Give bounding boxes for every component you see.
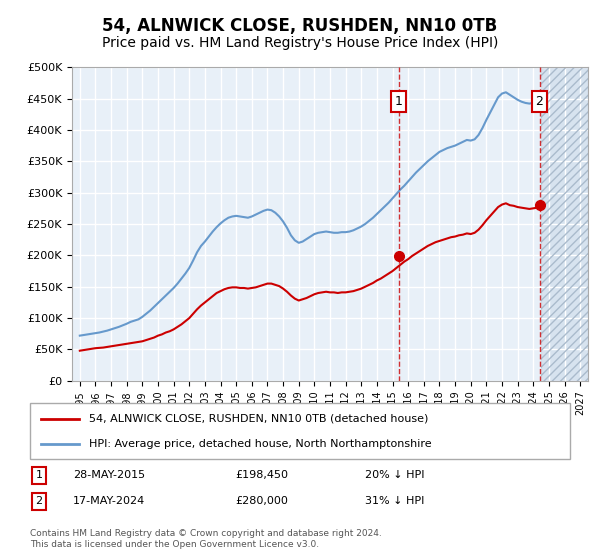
Text: £280,000: £280,000	[235, 496, 288, 506]
Text: Contains HM Land Registry data © Crown copyright and database right 2024.
This d: Contains HM Land Registry data © Crown c…	[30, 529, 382, 549]
Text: 20% ↓ HPI: 20% ↓ HPI	[365, 470, 424, 480]
Text: 2: 2	[536, 95, 544, 108]
Text: 54, ALNWICK CLOSE, RUSHDEN, NN10 0TB: 54, ALNWICK CLOSE, RUSHDEN, NN10 0TB	[103, 17, 497, 35]
Text: 54, ALNWICK CLOSE, RUSHDEN, NN10 0TB (detached house): 54, ALNWICK CLOSE, RUSHDEN, NN10 0TB (de…	[89, 414, 429, 424]
Text: 1: 1	[35, 470, 43, 480]
Text: 28-MAY-2015: 28-MAY-2015	[73, 470, 145, 480]
Text: £198,450: £198,450	[235, 470, 288, 480]
Bar	[541, 67, 588, 381]
Bar	[541, 67, 588, 381]
Text: HPI: Average price, detached house, North Northamptonshire: HPI: Average price, detached house, Nort…	[89, 438, 432, 449]
Text: Price paid vs. HM Land Registry's House Price Index (HPI): Price paid vs. HM Land Registry's House …	[102, 36, 498, 50]
Text: 17-MAY-2024: 17-MAY-2024	[73, 496, 145, 506]
Text: 31% ↓ HPI: 31% ↓ HPI	[365, 496, 424, 506]
FancyBboxPatch shape	[30, 403, 570, 459]
Text: 1: 1	[395, 95, 403, 108]
Text: 2: 2	[35, 496, 43, 506]
